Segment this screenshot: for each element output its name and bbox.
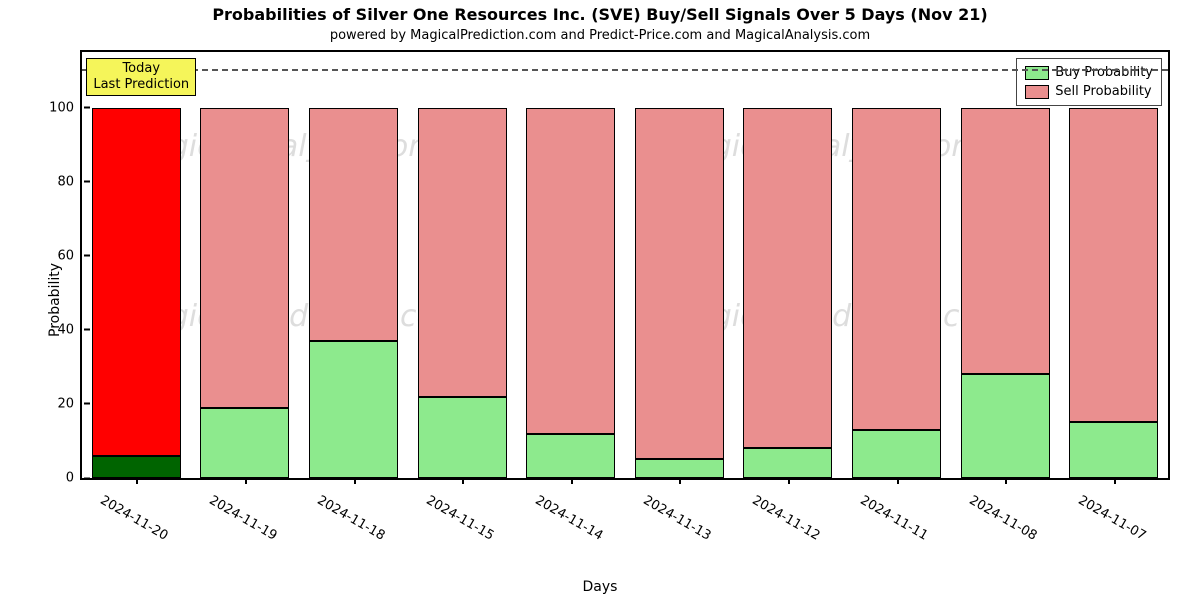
x-tick-mark	[788, 478, 790, 484]
x-tick-mark	[1005, 478, 1007, 484]
today-label-line2: Last Prediction	[93, 77, 189, 92]
x-tick-label: 2024-11-19	[206, 493, 279, 544]
bar-segment-buy	[961, 374, 1050, 478]
bar-group	[852, 52, 941, 478]
x-tick-label: 2024-11-18	[315, 493, 388, 544]
bar-segment-sell	[852, 108, 941, 430]
bar-segment-sell	[200, 108, 289, 408]
bar-group	[200, 52, 289, 478]
bar-segment-buy	[418, 397, 507, 478]
bar-segment-buy	[200, 408, 289, 478]
bar-segment-sell	[635, 108, 724, 460]
bar-segment-sell	[743, 108, 832, 449]
bar-group	[635, 52, 724, 478]
x-tick-mark	[354, 478, 356, 484]
today-label-line1: Today	[122, 61, 160, 76]
bar-group	[418, 52, 507, 478]
x-tick-mark	[136, 478, 138, 484]
y-tick: 40	[57, 322, 82, 337]
x-tick-mark	[245, 478, 247, 484]
bar-segment-buy	[743, 448, 832, 478]
x-tick-label: 2024-11-14	[532, 493, 605, 544]
bar-group	[743, 52, 832, 478]
x-tick-mark	[571, 478, 573, 484]
bar-segment-buy	[852, 430, 941, 478]
bar-segment-buy	[1069, 422, 1158, 478]
bar-segment-buy	[635, 459, 724, 478]
bar-group	[526, 52, 615, 478]
x-tick-label: 2024-11-13	[641, 493, 714, 544]
x-tick-label: 2024-11-11	[858, 493, 931, 544]
y-tick: 60	[57, 248, 82, 263]
bar-group	[1069, 52, 1158, 478]
chart-container: Probabilities of Silver One Resources In…	[0, 0, 1200, 600]
y-tick: 100	[49, 100, 82, 115]
chart-title: Probabilities of Silver One Resources In…	[0, 5, 1200, 24]
x-axis-label: Days	[0, 579, 1200, 595]
y-tick: 80	[57, 174, 82, 189]
x-tick-label: 2024-11-07	[1075, 493, 1148, 544]
bar-group	[961, 52, 1050, 478]
bar-segment-sell	[1069, 108, 1158, 423]
y-tick: 20	[57, 396, 82, 411]
x-tick-mark	[897, 478, 899, 484]
bar-segment-sell	[526, 108, 615, 434]
bar-segment-sell	[92, 108, 181, 456]
plot-area: Buy Probability Sell Probability 0204060…	[80, 50, 1170, 480]
bar-segment-buy	[309, 341, 398, 478]
x-tick-mark	[462, 478, 464, 484]
x-tick-label: 2024-11-15	[423, 493, 496, 544]
bar-group	[92, 52, 181, 478]
y-tick: 0	[66, 471, 82, 486]
x-tick-label: 2024-11-08	[966, 493, 1039, 544]
bar-segment-sell	[309, 108, 398, 341]
bar-segment-sell	[418, 108, 507, 397]
bar-segment-sell	[961, 108, 1050, 375]
chart-subtitle: powered by MagicalPrediction.com and Pre…	[0, 28, 1200, 43]
bar-group	[309, 52, 398, 478]
x-tick-mark	[1114, 478, 1116, 484]
x-tick-label: 2024-11-20	[98, 493, 171, 544]
bar-segment-buy	[92, 456, 181, 478]
x-tick-label: 2024-11-12	[749, 493, 822, 544]
bar-segment-buy	[526, 434, 615, 478]
x-tick-mark	[679, 478, 681, 484]
today-label: TodayLast Prediction	[86, 58, 196, 97]
